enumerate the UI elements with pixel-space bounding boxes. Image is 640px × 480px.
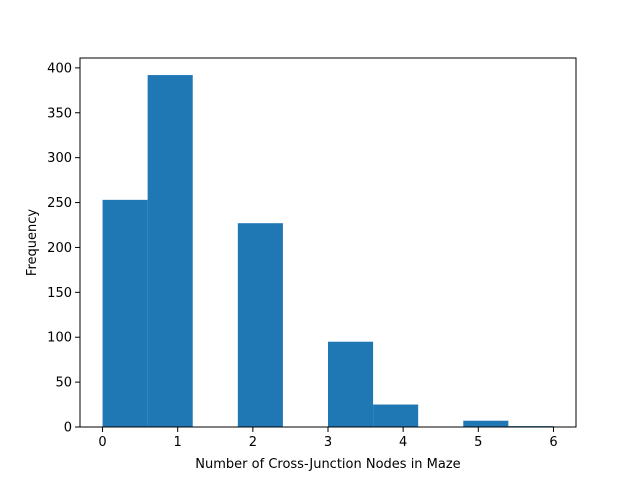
y-tick-label: 400 xyxy=(47,61,72,76)
y-tick-label: 250 xyxy=(47,196,72,211)
x-tick-label: 4 xyxy=(399,435,407,450)
x-tick-label: 2 xyxy=(249,435,257,450)
y-tick-label: 50 xyxy=(55,376,72,391)
y-axis-label: Frequency xyxy=(25,209,40,276)
bars-group xyxy=(102,75,554,427)
x-tick-label: 3 xyxy=(324,435,332,450)
y-tick-label: 150 xyxy=(47,286,72,301)
y-tick-label: 100 xyxy=(47,331,72,346)
y-tick-label: 0 xyxy=(64,421,72,436)
histogram-bar-8 xyxy=(463,420,509,427)
x-axis-ticks: 0 1 2 3 4 5 6 xyxy=(98,427,558,450)
y-tick-label: 200 xyxy=(47,241,72,256)
histogram-bar-1 xyxy=(147,75,193,427)
x-tick-label: 6 xyxy=(549,435,557,450)
histogram-bar-5 xyxy=(328,341,374,427)
y-axis-ticks: 0 50 100 150 200 250 300 350 400 xyxy=(47,61,80,436)
y-tick-label: 350 xyxy=(47,106,72,121)
x-tick-label: 5 xyxy=(474,435,482,450)
y-tick-label: 300 xyxy=(47,151,72,166)
x-tick-label: 0 xyxy=(98,435,106,450)
histogram-bar-0 xyxy=(102,199,148,427)
x-axis-label: Number of Cross-Junction Nodes in Maze xyxy=(195,457,460,472)
plot-frame xyxy=(79,57,577,428)
x-tick-label: 1 xyxy=(174,435,182,450)
histogram-bar-6 xyxy=(373,404,419,427)
histogram-bar-3 xyxy=(237,223,283,427)
